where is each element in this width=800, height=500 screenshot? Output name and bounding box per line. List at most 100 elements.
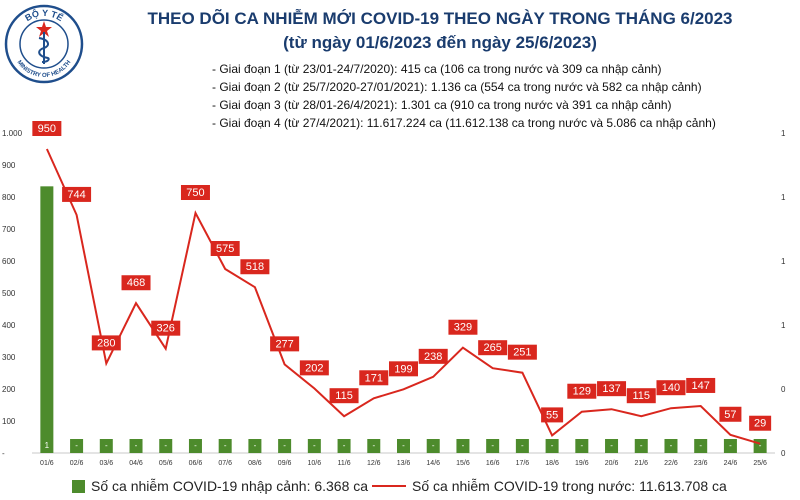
- bar-value-label: 1: [45, 441, 50, 450]
- phase-item: - Giai đoạn 4 (từ 27/4/2021): 11.617.224…: [212, 116, 716, 130]
- imported-cases-bar: [515, 439, 529, 453]
- bar-value-label: -: [729, 441, 732, 450]
- x-axis-tick-label: 16/6: [486, 460, 500, 467]
- legend-line-swatch: [372, 485, 406, 487]
- x-axis-tick-label: 04/6: [129, 460, 143, 467]
- line-value-box: [32, 121, 62, 136]
- phase-item: - Giai đoạn 1 (từ 23/01-24/7/2020): 415 …: [212, 62, 662, 76]
- line-value-box: [180, 185, 210, 200]
- left-axis-tick-label: 600: [2, 257, 16, 266]
- right-axis-tick-label: 1: [781, 193, 786, 202]
- logo-serpent-icon: [38, 37, 50, 63]
- bar-value-label: -: [699, 441, 702, 450]
- line-value-box: [359, 370, 389, 386]
- bar-value-label: -: [343, 441, 346, 450]
- imported-cases-bar: [575, 439, 589, 453]
- x-axis-tick-label: 07/6: [218, 460, 232, 467]
- chart-subtitle: (từ ngày 01/6/2023 đến ngày 25/6/2023): [283, 33, 597, 52]
- right-axis-tick-label: 1: [781, 257, 786, 266]
- line-value-label: 129: [573, 386, 591, 398]
- line-value-label: 277: [275, 338, 293, 350]
- line-value-box: [597, 381, 627, 397]
- line-value-box: [567, 383, 597, 399]
- bar-value-label: -: [372, 441, 375, 450]
- line-value-label: 115: [335, 390, 353, 402]
- left-axis-tick-label: 100: [2, 417, 16, 426]
- line-value-label: 950: [38, 123, 56, 135]
- bar-value-label: -: [105, 441, 108, 450]
- bar-value-label: -: [164, 441, 167, 450]
- line-value-box: [686, 377, 716, 393]
- x-axis-tick-label: 21/6: [634, 460, 648, 467]
- svg-text:BỘ Y TẾ: BỘ Y TẾ: [23, 7, 65, 23]
- line-value-box: [91, 335, 121, 351]
- right-axis-tick-label: 1: [781, 129, 786, 138]
- x-axis-tick-label: 05/6: [159, 460, 173, 467]
- line-value-label: 238: [424, 351, 442, 363]
- imported-cases-bar: [129, 439, 143, 453]
- domestic-cases-line: [45, 148, 761, 445]
- bar-value-label: -: [194, 441, 197, 450]
- line-value-label: 171: [365, 372, 383, 384]
- bar-value-label: -: [254, 441, 257, 450]
- phase-item: - Giai đoạn 2 (từ 25/7/2020-27/01/2021):…: [212, 80, 702, 94]
- line-value-label: 329: [454, 322, 472, 334]
- x-axis-tick-label: 01/6: [40, 460, 54, 467]
- line-value-box: [719, 406, 742, 422]
- x-axis-tick-label: 10/6: [308, 460, 322, 467]
- x-axis-tick-label: 11/6: [338, 460, 351, 467]
- left-axis-tick-label: 1.000: [2, 129, 23, 138]
- x-axis-tick-label: 22/6: [664, 460, 678, 467]
- logo-star-icon: [36, 21, 52, 37]
- imported-cases-bar: [456, 439, 470, 453]
- imported-cases-bar: [397, 439, 410, 453]
- legend-bar-label: Số ca nhiễm COVID-19 nhập cảnh: 6.368 ca: [91, 478, 369, 494]
- bar-value-label: -: [402, 441, 405, 450]
- imported-cases-bar: [307, 439, 321, 453]
- line-value-box: [448, 319, 478, 335]
- line-value-box: [749, 415, 772, 431]
- x-axis-tick-label: 09/6: [278, 460, 292, 467]
- imported-cases-bar: [278, 439, 292, 453]
- line-value-label: 518: [246, 261, 264, 273]
- legend-bar-swatch: [72, 479, 85, 493]
- imported-cases-bar: [605, 439, 619, 453]
- x-axis-tick-label: 15/6: [456, 460, 470, 467]
- line-value-label: 251: [513, 347, 531, 359]
- imported-cases-bar: [159, 439, 173, 453]
- bar-value-label: -: [610, 441, 613, 450]
- line-value-label: 29: [754, 418, 766, 430]
- imported-cases-bar: [40, 186, 54, 454]
- bar-value-label: -: [640, 441, 643, 450]
- bar-value-label: -: [580, 441, 583, 450]
- right-axis-tick-label: 0: [781, 449, 786, 458]
- bar-value-label: -: [521, 441, 524, 450]
- bar-value-label: -: [135, 441, 138, 450]
- chart-title: THEO DÕI CA NHIỄM MỚI COVID-19 THEO NGÀY…: [147, 9, 733, 28]
- x-axis-tick-label: 24/6: [724, 460, 738, 467]
- left-axis-tick-label: -: [2, 449, 5, 458]
- bar-value-label: -: [759, 441, 762, 450]
- imported-cases-bar: [694, 439, 708, 453]
- line-value-box: [270, 336, 300, 352]
- x-axis-tick-label: 23/6: [694, 460, 708, 467]
- bar-value-label: -: [670, 441, 673, 450]
- line-value-label: 202: [305, 362, 323, 374]
- line-value-box: [478, 340, 508, 356]
- line-value-label: 744: [67, 189, 85, 201]
- x-axis-tick-label: 18/6: [545, 460, 559, 467]
- line-value-box: [389, 361, 418, 377]
- line-value-label: 115: [632, 390, 650, 402]
- bar-value-label: -: [491, 441, 494, 450]
- imported-cases-bar: [486, 439, 500, 453]
- bar-value-label: -: [75, 441, 78, 450]
- bar-value-label: -: [462, 441, 465, 450]
- line-value-label: 57: [724, 409, 736, 421]
- x-axis-tick-label: 12/6: [367, 460, 381, 467]
- line-value-box: [418, 348, 448, 364]
- phase-item: - Giai đoạn 3 (từ 28/01-26/4/2021): 1.30…: [212, 98, 672, 112]
- line-value-label: 280: [97, 337, 115, 349]
- x-axis-tick-label: 06/6: [189, 460, 203, 467]
- imported-cases-bar: [99, 439, 113, 453]
